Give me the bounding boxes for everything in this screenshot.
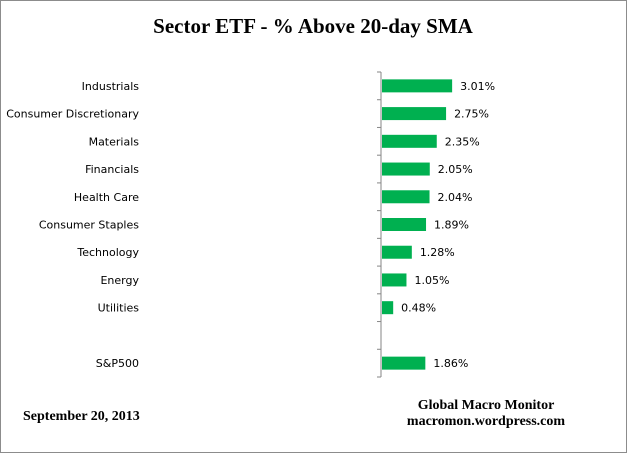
bar (382, 107, 447, 121)
data-label: 0.48% (401, 302, 436, 315)
data-label: 3.01% (460, 80, 495, 93)
data-label: 1.86% (433, 357, 468, 370)
data-label: 2.05% (438, 163, 473, 176)
bar (382, 134, 437, 148)
category-label: Consumer Discretionary (6, 108, 139, 121)
category-label: Industrials (82, 80, 140, 93)
bar (382, 245, 412, 259)
source-url: macromon.wordpress.com (406, 414, 566, 429)
chart-title: Sector ETF - % Above 20-day SMA (153, 14, 473, 38)
date-label: September 20, 2013 (23, 409, 140, 424)
category-label: Financials (85, 163, 139, 176)
data-label: 1.05% (414, 274, 449, 287)
category-label: Technology (76, 246, 139, 259)
category-label: Materials (89, 135, 140, 148)
bar (382, 356, 426, 370)
category-label: S&P500 (96, 357, 139, 370)
bar (382, 79, 453, 93)
category-label: Health Care (74, 191, 139, 204)
data-label: 1.28% (420, 246, 455, 259)
data-label: 2.35% (445, 135, 480, 148)
bar (382, 273, 407, 287)
bar (382, 218, 427, 231)
category-label: Utilities (98, 302, 140, 315)
category-label: Energy (100, 274, 139, 287)
bar (382, 162, 430, 176)
bar (382, 190, 430, 204)
category-label: Consumer Staples (39, 219, 139, 232)
data-label: 2.04% (438, 191, 473, 204)
data-label: 2.75% (454, 108, 489, 121)
source-name: Global Macro Monitor (417, 398, 555, 413)
bar (382, 301, 394, 315)
data-label: 1.89% (434, 219, 469, 232)
